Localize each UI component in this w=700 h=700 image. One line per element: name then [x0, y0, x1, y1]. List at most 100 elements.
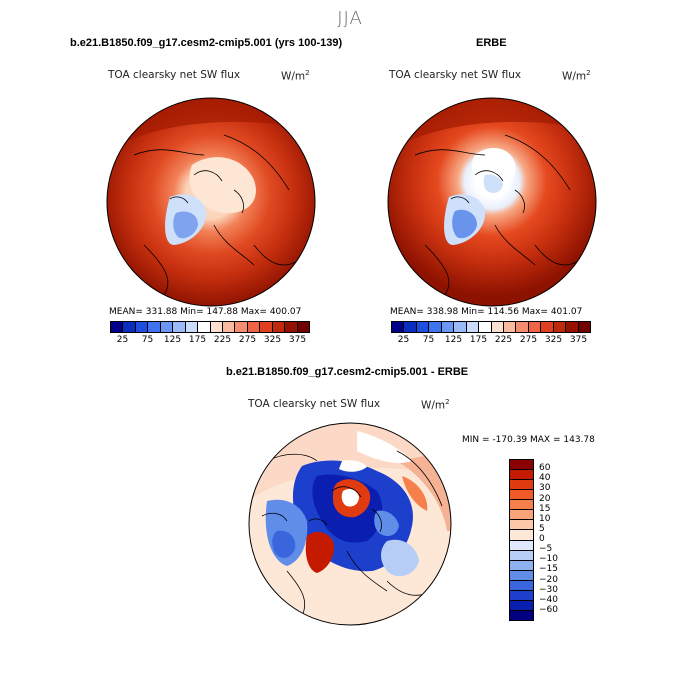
- colorbar-swatch: [491, 322, 504, 332]
- panel2-title: ERBE: [476, 37, 507, 49]
- colorbar-swatch: [429, 322, 442, 332]
- colorbar-swatch: [123, 322, 136, 332]
- colorbar-swatch: [510, 600, 533, 611]
- colorbar-swatch: [528, 322, 542, 332]
- colorbar-swatch: [553, 322, 567, 332]
- colorbar-swatch: [510, 530, 533, 541]
- colorbar-swatch: [404, 322, 417, 332]
- colorbar-swatch: [510, 560, 533, 571]
- colorbar-tick-label: −40: [539, 594, 558, 605]
- colorbar-tick-label: 375: [569, 335, 588, 345]
- colorbar-tick-label: −60: [539, 604, 558, 615]
- colorbar-swatch: [247, 322, 261, 332]
- colorbar-tick-label: 275: [238, 335, 257, 345]
- colorbar-swatch: [392, 322, 405, 332]
- colorbar-swatch: [541, 322, 554, 332]
- panel1-polar-map: [106, 97, 316, 307]
- colorbar-swatch: [173, 322, 186, 332]
- colorbar-tick-label: 125: [163, 335, 182, 345]
- colorbar-swatch: [510, 580, 533, 591]
- panel1-variable-label: TOA clearsky net SW flux: [108, 69, 241, 81]
- colorbar-tick-label: 10: [539, 513, 551, 524]
- colorbar-tick-label: 275: [519, 335, 538, 345]
- panel2-units-label: W/m2: [562, 69, 591, 83]
- colorbar-tick-label: −20: [539, 574, 558, 585]
- panel2-colorbar-ticks: 25 75 125 175 225 275 325 375: [391, 335, 591, 347]
- panel2-stats: MEAN= 338.98 Min= 114.56 Max= 401.07: [390, 307, 583, 317]
- colorbar-swatch: [566, 322, 579, 332]
- colorbar-tick-label: 25: [397, 335, 410, 345]
- panel2-variable-label: TOA clearsky net SW flux: [389, 69, 522, 81]
- colorbar-tick-label: 5: [539, 523, 545, 534]
- diff-variable-label: TOA clearsky net SW flux: [248, 398, 381, 410]
- colorbar-swatch: [510, 490, 533, 501]
- panel2-colorbar: [391, 321, 591, 333]
- colorbar-swatch: [510, 470, 533, 481]
- colorbar-swatch: [416, 322, 430, 332]
- diff-units-label: W/m2: [421, 398, 450, 412]
- colorbar-swatch: [510, 480, 533, 491]
- diff-polar-map: [248, 422, 452, 626]
- colorbar-swatch: [210, 322, 223, 332]
- diff-panel-title: b.e21.B1850.f09_g17.cesm2-cmip5.001 - ER…: [226, 366, 469, 378]
- colorbar-swatch: [297, 322, 309, 332]
- colorbar-tick-label: −30: [539, 584, 558, 595]
- colorbar-swatch: [503, 322, 517, 332]
- diff-colorbar: [509, 459, 534, 621]
- colorbar-swatch: [510, 550, 533, 561]
- colorbar-tick-label: 60: [539, 463, 551, 474]
- colorbar-swatch: [510, 500, 533, 511]
- panel1-colorbar: [110, 321, 310, 333]
- colorbar-tick-label: −15: [539, 564, 558, 575]
- colorbar-swatch: [479, 322, 492, 332]
- colorbar-tick-label: 325: [544, 335, 563, 345]
- diff-colorbar-labels: 60 40 30 20 15 10 5 0 −5 −10 −15 −20 −30 −40 −60: [539, 459, 579, 621]
- colorbar-swatch: [510, 610, 533, 620]
- colorbar-swatch: [272, 322, 286, 332]
- colorbar-swatch: [578, 322, 590, 332]
- colorbar-tick-label: 225: [213, 335, 232, 345]
- colorbar-tick-label: −10: [539, 554, 558, 565]
- colorbar-swatch: [135, 322, 149, 332]
- colorbar-swatch: [510, 590, 533, 601]
- colorbar-swatch: [454, 322, 467, 332]
- colorbar-tick-label: 20: [539, 493, 551, 504]
- colorbar-tick-label: 40: [539, 473, 551, 484]
- panel2-polar-map: [387, 97, 597, 307]
- colorbar-tick-label: 75: [422, 335, 435, 345]
- colorbar-swatch: [510, 510, 533, 521]
- season-title: JJA: [337, 8, 363, 29]
- colorbar-swatch: [441, 322, 455, 332]
- colorbar-tick-label: 0: [539, 534, 545, 544]
- colorbar-tick-label: 175: [469, 335, 488, 345]
- colorbar-swatch: [510, 460, 533, 471]
- colorbar-swatch: [160, 322, 174, 332]
- panel1-units-label: W/m2: [281, 69, 310, 83]
- diff-minmax: MIN = -170.39 MAX = 143.78: [462, 435, 595, 445]
- colorbar-tick-label: 125: [444, 335, 463, 345]
- colorbar-tick-label: 75: [141, 335, 154, 345]
- panel1-colorbar-ticks: 25 75 125 175 225 275 325 375: [110, 335, 310, 347]
- colorbar-swatch: [235, 322, 248, 332]
- colorbar-tick-label: −5: [539, 544, 553, 555]
- colorbar-tick-label: 15: [539, 503, 551, 514]
- colorbar-swatch: [198, 322, 211, 332]
- colorbar-swatch: [466, 322, 480, 332]
- colorbar-tick-label: 225: [494, 335, 513, 345]
- colorbar-swatch: [516, 322, 529, 332]
- colorbar-tick-label: 25: [116, 335, 129, 345]
- colorbar-swatch: [510, 540, 533, 551]
- panel1-title: b.e21.B1850.f09_g17.cesm2-cmip5.001 (yrs…: [70, 37, 343, 49]
- colorbar-swatch: [510, 520, 533, 531]
- colorbar-swatch: [285, 322, 298, 332]
- colorbar-swatch: [185, 322, 199, 332]
- colorbar-tick-label: 175: [188, 335, 207, 345]
- colorbar-tick-label: 30: [539, 483, 551, 494]
- colorbar-swatch: [222, 322, 236, 332]
- colorbar-tick-label: 375: [288, 335, 307, 345]
- colorbar-swatch: [260, 322, 273, 332]
- colorbar-swatch: [148, 322, 161, 332]
- colorbar-tick-label: 325: [263, 335, 282, 345]
- colorbar-swatch: [111, 322, 124, 332]
- panel1-stats: MEAN= 331.88 Min= 147.88 Max= 400.07: [109, 307, 302, 317]
